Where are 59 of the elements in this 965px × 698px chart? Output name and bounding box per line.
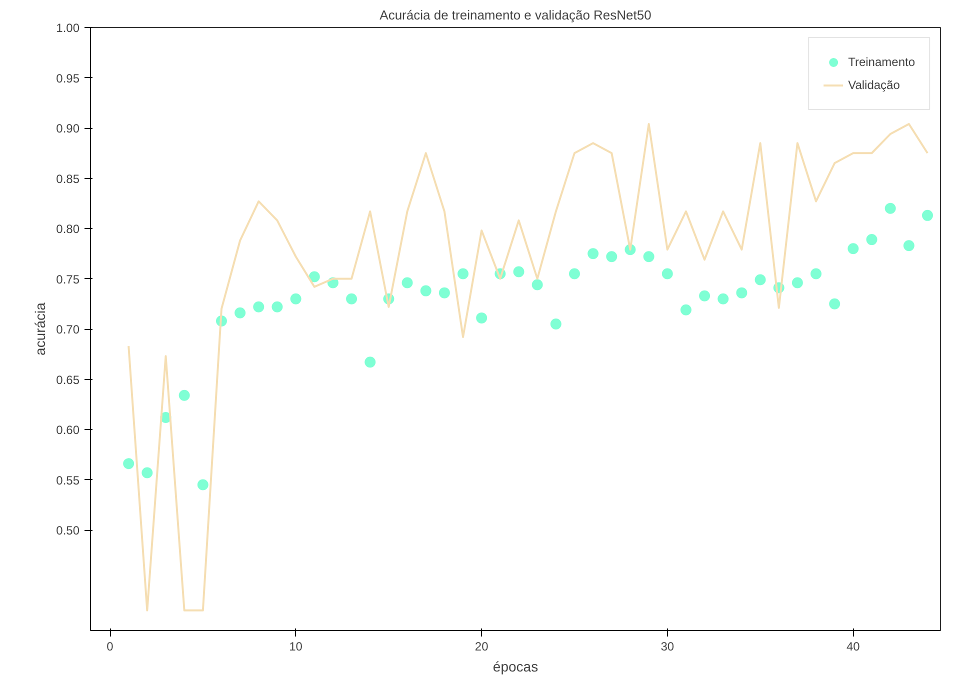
point (272, 301, 283, 312)
point (662, 268, 673, 280)
point (123, 458, 134, 470)
y-tick-label: 0.70 (56, 322, 80, 336)
y-tick-label: 0.60 (56, 423, 80, 437)
point (178, 390, 190, 401)
x-tick-label: 40 (846, 640, 860, 654)
point (364, 356, 376, 368)
point (848, 243, 859, 254)
point (346, 293, 358, 304)
point (438, 287, 450, 298)
point (142, 467, 153, 478)
point (718, 293, 729, 304)
y-tick-label: 0.50 (56, 524, 80, 538)
point (402, 277, 413, 288)
point (736, 287, 748, 298)
y-tick-label: 0.85 (56, 172, 80, 186)
point (829, 298, 840, 310)
y-tick-label: 1.00 (56, 21, 80, 35)
point (754, 274, 766, 286)
x-axis-title: épocas (492, 658, 538, 674)
point (680, 304, 692, 316)
point (234, 307, 246, 318)
line-series (128, 122, 928, 612)
point (253, 301, 264, 312)
y-tick-label: 0.55 (56, 473, 80, 488)
y-tick-label: 0.90 (56, 122, 80, 136)
y-tick-label: 0.75 (56, 272, 80, 286)
y-tick-label: 0.95 (56, 71, 80, 86)
point (643, 251, 654, 262)
chart-title: Acurácia de treinamento e validação ResNet50 (380, 8, 652, 22)
point (866, 234, 878, 246)
y-axis-title: acurácia (32, 302, 48, 356)
point (568, 268, 580, 280)
x-tick-label: 10 (289, 640, 303, 654)
point (420, 285, 432, 296)
point (792, 277, 803, 288)
x-tick-label: 30 (660, 640, 674, 654)
point (550, 318, 562, 330)
point (308, 271, 320, 282)
legend-label: Validação (848, 78, 900, 92)
point (290, 293, 302, 304)
point (476, 312, 488, 324)
legend-label: Treinamento (848, 55, 915, 69)
point (884, 202, 896, 214)
y-tick-label: 0.80 (56, 222, 80, 236)
point (810, 268, 822, 280)
point (513, 266, 524, 278)
point (588, 248, 599, 260)
x-tick-label: 0 (106, 640, 114, 654)
point (197, 479, 208, 490)
point (699, 290, 710, 302)
point (606, 251, 618, 262)
x-tick-label: 20 (474, 640, 489, 654)
point (458, 268, 469, 280)
point (903, 240, 914, 252)
point (922, 210, 933, 221)
point (532, 279, 543, 290)
y-tick-label: 0.65 (56, 372, 80, 387)
